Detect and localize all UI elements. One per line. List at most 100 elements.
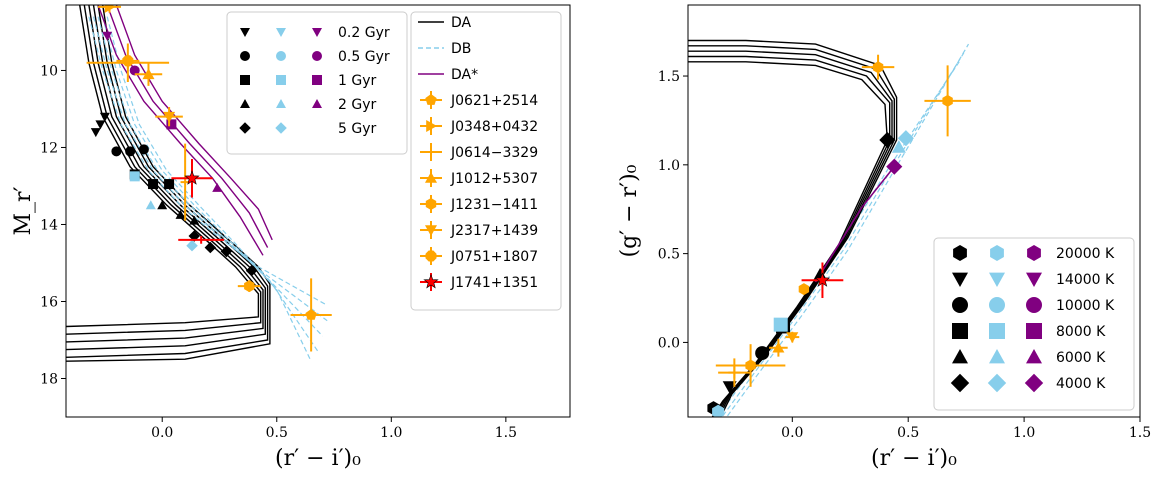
y-ticks: 10 12 14 16 18 xyxy=(40,63,66,387)
model-marker xyxy=(204,241,217,254)
x-tick-label: 1.0 xyxy=(1013,425,1035,441)
age-legend-label: 1 Gyr xyxy=(338,73,376,89)
object-marker xyxy=(163,111,176,123)
object-legend-markers xyxy=(418,21,444,291)
object-legend-marker xyxy=(420,247,442,265)
model-marker xyxy=(145,200,156,210)
model-marker xyxy=(186,239,198,252)
x-ticks: 0.0 0.5 1.0 1.5 xyxy=(781,417,1151,441)
temperature-legend-marker xyxy=(1026,323,1042,339)
temperature-legend-marker xyxy=(952,297,968,313)
y-tick-label: 1.5 xyxy=(658,69,680,85)
temperature-legend-marker xyxy=(1026,297,1042,313)
model-marker xyxy=(891,140,906,153)
y-axis-label: M_r′ xyxy=(11,186,36,235)
model-marker xyxy=(138,144,149,155)
object-legend-marker xyxy=(420,117,442,135)
age-legend-marker xyxy=(239,122,251,134)
object-legend-label: J0621+2514 xyxy=(450,93,538,109)
dastar-track xyxy=(106,5,269,248)
age-legend-marker xyxy=(240,28,250,37)
x-tick-label: 0.0 xyxy=(781,425,803,441)
temperature-legend-marker xyxy=(1024,373,1044,393)
age-legend: 0.2 Gyr 0.5 Gyr 1 Gyr 2 Gyr 5 Gyr xyxy=(226,11,408,155)
object-marker xyxy=(305,309,317,320)
object-marker xyxy=(814,272,831,287)
plot-frame xyxy=(65,4,571,418)
legend-symbol xyxy=(425,94,437,105)
age-legend-marker xyxy=(276,99,286,108)
x-tick-label: 0.5 xyxy=(897,425,919,441)
model-marker xyxy=(175,209,186,219)
model-marker xyxy=(755,346,770,361)
db-track xyxy=(106,16,312,362)
age-legend-marker xyxy=(312,75,322,85)
y-tick-label: 0.5 xyxy=(658,247,680,263)
age-legend-marker xyxy=(276,75,286,85)
age-legend-marker xyxy=(240,99,250,108)
temperature-legend-marker xyxy=(1027,245,1041,261)
legend-symbol xyxy=(425,198,437,210)
da-track xyxy=(66,5,264,343)
y-ticks: 0.0 0.5 1.0 1.5 xyxy=(658,69,688,351)
track-legend-label: DA xyxy=(451,15,472,31)
age-legend-marker xyxy=(276,51,286,61)
legend-symbol xyxy=(425,146,437,158)
temperature-legend-marker xyxy=(989,349,1005,364)
object-legend-marker xyxy=(420,169,442,187)
temperature-legend-label: 4000 K xyxy=(1056,376,1106,392)
temperature-legend-markers xyxy=(950,245,1044,393)
temperature-legend-marker xyxy=(952,349,968,364)
y-tick-label: 10 xyxy=(40,63,58,79)
model-marker xyxy=(90,128,101,138)
temperature-legend-marker xyxy=(1026,349,1042,364)
object-marker xyxy=(104,5,116,13)
object-marker xyxy=(942,94,953,107)
db-track xyxy=(102,16,319,352)
x-ticks: 0.0 0.5 1.0 1.5 xyxy=(151,417,517,441)
model-marker xyxy=(125,146,136,157)
model-marker xyxy=(164,179,175,190)
age-legend-label: 5 Gyr xyxy=(338,121,376,137)
model-marker xyxy=(148,179,159,190)
temperature-legend-marker xyxy=(989,323,1005,339)
model-marker xyxy=(157,200,168,210)
db-track xyxy=(97,16,324,337)
object-marker xyxy=(244,280,255,293)
model-marker xyxy=(129,171,140,182)
age-legend-label: 0.5 Gyr xyxy=(338,49,390,65)
model-marker xyxy=(189,215,200,225)
model-marker xyxy=(102,31,113,41)
object-marker xyxy=(122,55,134,67)
da-track xyxy=(688,61,889,417)
y-tick-label: 18 xyxy=(40,371,58,387)
object-marker xyxy=(786,332,799,344)
age-legend-marker xyxy=(275,122,287,134)
y-tick-label: 14 xyxy=(40,217,58,233)
da-track xyxy=(66,5,262,335)
legend-symbol xyxy=(423,273,439,289)
dastar-track xyxy=(115,5,273,241)
dastar-track xyxy=(814,166,895,283)
object-marker xyxy=(772,341,785,353)
model-marker xyxy=(245,264,258,277)
y-tick-label: 1.0 xyxy=(658,158,680,174)
y-tick-label: 12 xyxy=(40,140,58,156)
temperature-legend-marker xyxy=(989,297,1005,313)
age-legend-label: 0.2 Gyr xyxy=(338,25,390,41)
x-tick-label: 1.5 xyxy=(1129,425,1151,441)
data-points xyxy=(707,54,971,417)
temperature-legend-label: 8000 K xyxy=(1056,324,1106,340)
temperature-legend: 20000 K 14000 K 10000 K 8000 K 6000 K 40… xyxy=(933,237,1135,411)
object-legend-marker xyxy=(420,273,442,291)
object-legend-marker xyxy=(420,195,442,213)
db-track xyxy=(721,52,965,417)
legend-symbol xyxy=(425,225,437,236)
object-marker xyxy=(728,366,741,379)
temperature-legend-marker xyxy=(989,272,1005,287)
object-legend-marker xyxy=(420,221,442,239)
dastar-track xyxy=(97,5,264,256)
object-marker xyxy=(872,61,884,74)
